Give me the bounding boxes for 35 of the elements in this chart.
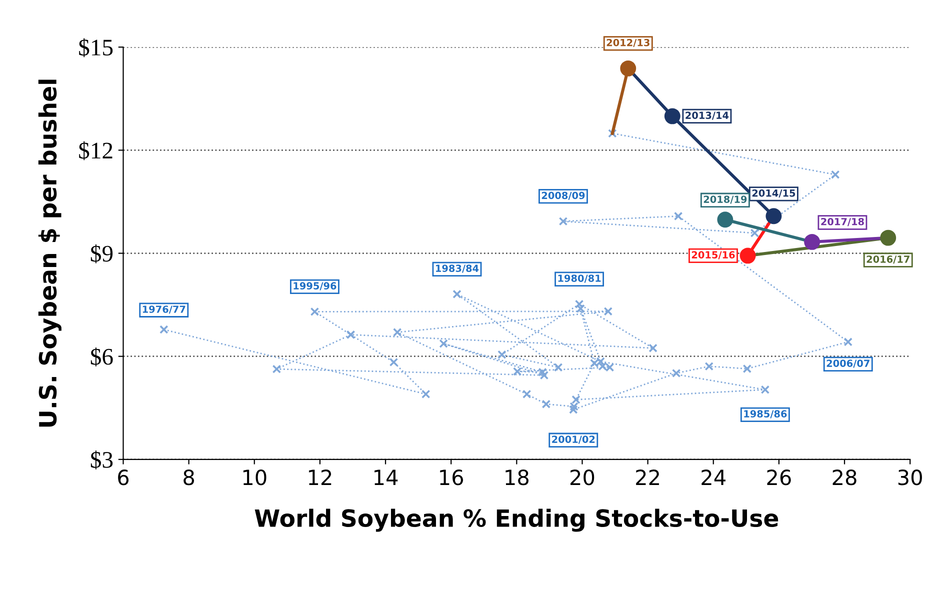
x-tick-label: 10: [243, 470, 266, 486]
x-tick-label: 22: [636, 470, 659, 485]
y-tick-label: $9: [90, 244, 113, 264]
x-tick-label: 30: [898, 470, 922, 486]
annotation: 2016/17: [866, 256, 910, 264]
annotation: 2014/15: [752, 189, 796, 198]
x-axis-title: World Soybean % Ending Stocks-to-Use: [254, 508, 778, 532]
x-tick-label: 6: [118, 470, 129, 486]
annotation: 1985/86: [744, 410, 787, 418]
x-tick-label: 16: [440, 470, 464, 486]
x-tick-label: 26: [767, 470, 791, 486]
annotation: 2013/14: [686, 112, 729, 120]
annotation: 2006/07: [826, 360, 870, 368]
annotation: 1995/96: [294, 282, 336, 290]
annotation: 2012/13: [606, 38, 650, 48]
x-tick-label: 20: [570, 470, 594, 486]
annotation: 2015/16: [692, 251, 735, 260]
x-tick-label: 14: [374, 470, 398, 485]
y-tick-label: $6: [90, 347, 113, 366]
x-tick-label: 12: [308, 470, 332, 485]
y-tick-label: $15: [79, 38, 113, 58]
annotation: 2008/09: [542, 192, 585, 200]
y-tick-label: $12: [79, 141, 112, 160]
x-tick-label: 8: [184, 470, 194, 486]
y-tick-label: $3: [90, 450, 113, 470]
y-axis-title: U.S. Soybean $ per bushel: [38, 80, 62, 427]
annotation: 1976/77: [142, 306, 186, 314]
annotation: 2001/02: [552, 436, 595, 444]
annotation: 2017/18: [821, 218, 864, 226]
x-tick-label: 28: [832, 470, 856, 486]
annotation: 1980/81: [558, 274, 601, 283]
x-tick-label: 18: [506, 470, 528, 486]
annotation: 1983/84: [436, 264, 479, 273]
annotation: 2018/19: [704, 196, 747, 204]
x-tick-label: 24: [702, 470, 726, 485]
